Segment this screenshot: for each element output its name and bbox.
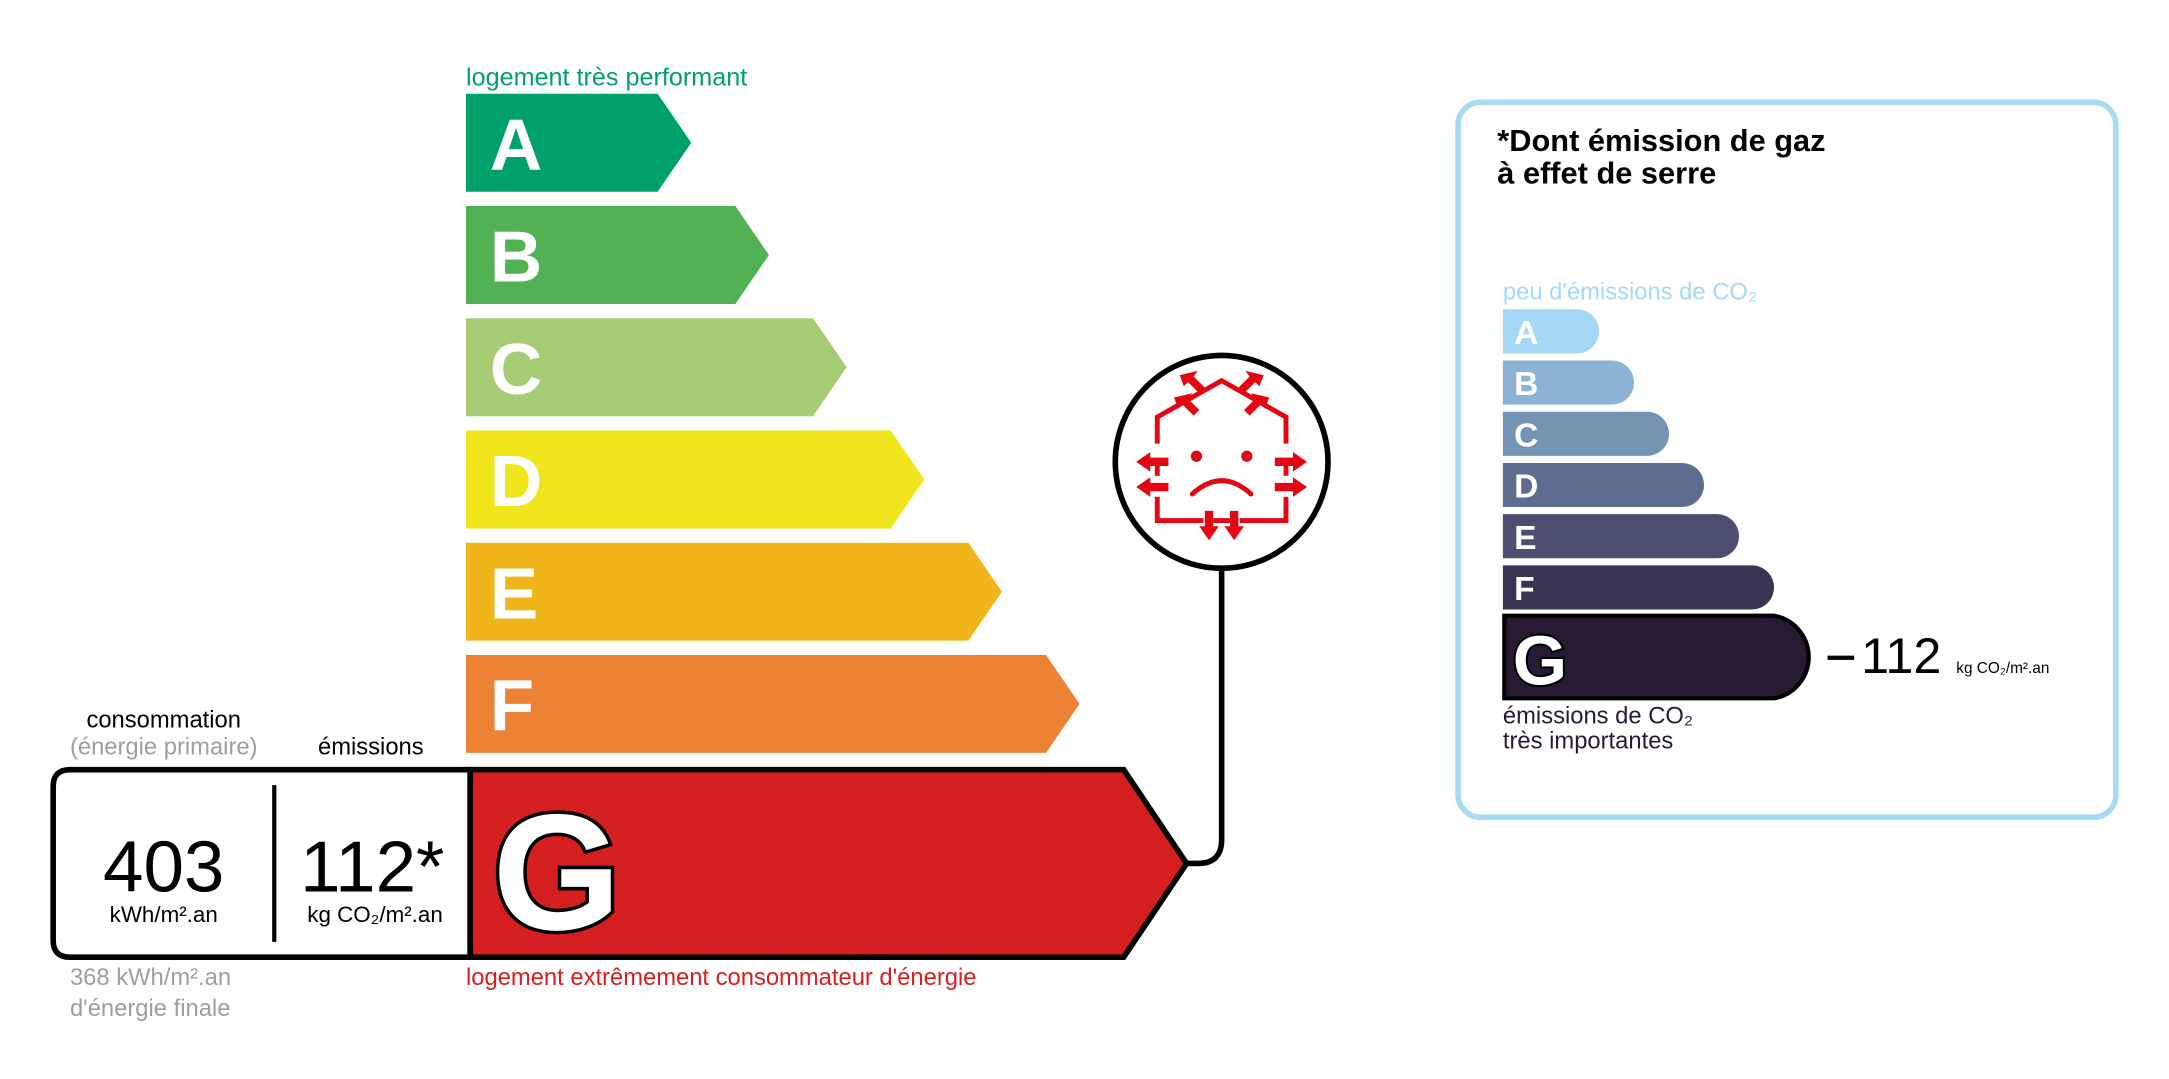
energy-bar-shape	[465, 93, 692, 192]
energy-bar-b: B	[465, 206, 769, 304]
ges-bar-shape	[1502, 565, 1775, 610]
ges-bar-letter: B	[1514, 366, 1538, 403]
ges-letter-g-current: G	[1513, 621, 1567, 699]
energy-bar-letter: C	[490, 329, 543, 410]
ges-bottom-caption-line1: émissions de CO₂	[1503, 703, 1693, 730]
ges-bar-letter: D	[1514, 469, 1538, 506]
energy-letter-g-current: G	[493, 780, 621, 964]
energy-bar-shape	[465, 318, 847, 417]
ges-bar-f: F	[1502, 565, 1775, 610]
emissions-unit: kg CO₂/m².an	[307, 902, 443, 927]
emissions-header: émissions	[318, 733, 424, 760]
ges-bar-a: A	[1502, 309, 1600, 354]
ges-bottom-caption-line2: très importantes	[1503, 728, 1674, 755]
energy-bar-d: D	[465, 430, 925, 529]
ges-bar-d: D	[1502, 462, 1705, 508]
ges-bar-shape	[1502, 514, 1740, 559]
emissions-value: 112*	[300, 826, 444, 907]
ges-bar-letter: A	[1514, 315, 1538, 352]
ges-value: 112	[1861, 627, 1941, 684]
energy-bar-letter: B	[490, 217, 543, 298]
energy-top-caption: logement très performant	[466, 63, 747, 91]
energy-bar-shape	[465, 654, 1080, 753]
consumption-header: consommation	[86, 707, 241, 734]
energy-bar-g-current	[467, 766, 1191, 961]
final-energy-line1: 368 kWh/m².an	[70, 964, 231, 991]
ges-title-line1: *Dont émission de gaz	[1497, 123, 1825, 158]
ges-bar-b: B	[1502, 360, 1635, 405]
energy-bar-letter: D	[490, 441, 543, 522]
energy-bar-c: C	[465, 318, 847, 417]
energy-bar-letter: E	[490, 553, 539, 634]
final-energy-line2: d'énergie finale	[70, 995, 230, 1022]
ges-bar-letter: F	[1514, 571, 1535, 608]
energy-bar-f: F	[465, 654, 1080, 753]
badge-connector	[1186, 568, 1225, 867]
values-box	[50, 766, 473, 961]
energy-bar-shape	[465, 206, 769, 304]
ges-bar-g-current	[1502, 613, 1811, 701]
sad-house-heat-loss-icon	[1136, 370, 1307, 541]
consumption-value: 403	[103, 826, 224, 907]
ges-bar-e: E	[1502, 514, 1740, 559]
energy-bar-shape	[465, 542, 1002, 641]
energy-bar-shape	[465, 430, 925, 529]
ges-unit: kg CO₂/m².an	[1956, 660, 2049, 677]
energy-bar-letter: A	[490, 104, 543, 185]
energy-bar-e: E	[465, 542, 1002, 641]
ges-bar-c: C	[1502, 411, 1670, 456]
energy-bottom-caption: logement extrêmement consommateur d'éner…	[466, 964, 976, 991]
ges-top-caption: peu d'émissions de CO₂	[1503, 279, 1757, 306]
consumption-subheader: (énergie primaire)	[70, 733, 258, 760]
ges-bar-letter: C	[1514, 417, 1538, 454]
ges-bar-shape	[1502, 360, 1635, 405]
energy-bar-letter: F	[490, 666, 534, 747]
ges-bar-shape	[1502, 411, 1670, 456]
ges-title-line2: à effet de serre	[1497, 155, 1716, 190]
ges-bar-letter: E	[1514, 520, 1536, 557]
consumption-unit: kWh/m².an	[110, 902, 218, 927]
ges-bar-shape	[1502, 309, 1600, 354]
energy-bar-a: A	[465, 93, 692, 192]
ges-bar-shape	[1502, 462, 1705, 508]
